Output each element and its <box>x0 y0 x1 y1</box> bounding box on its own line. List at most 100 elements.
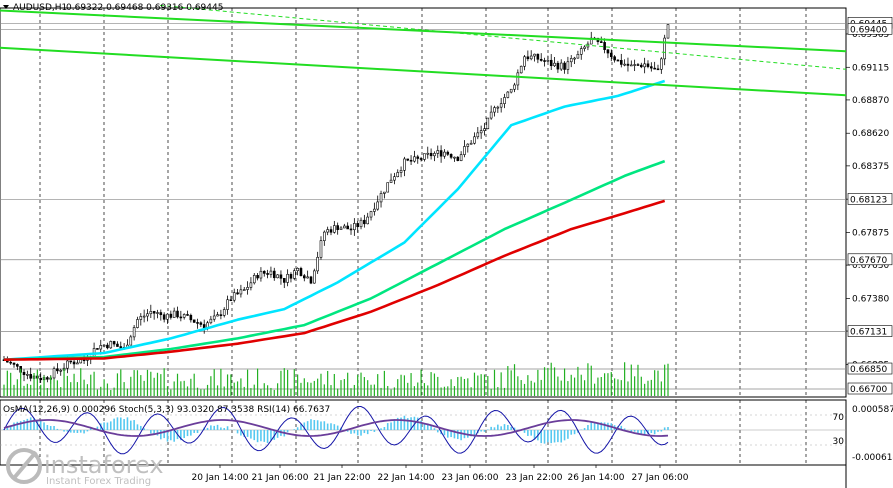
level-badge-label: 0.67131 <box>850 328 887 338</box>
price-tick-label: 0.69365 <box>852 30 889 40</box>
candle-bear <box>336 225 339 230</box>
candle-bull <box>313 270 316 284</box>
price-tick-label: 0.69115 <box>852 63 889 73</box>
time-tick-label: 20 Jan 14:00 <box>192 473 249 483</box>
candle-bear <box>192 319 196 323</box>
candle-bear <box>599 41 603 43</box>
candle-bear <box>449 154 453 158</box>
candle-bear <box>526 56 530 60</box>
candle-bull <box>463 146 466 155</box>
symbol-label: AUDUSD,H1 <box>13 3 67 13</box>
level-badge-label: 0.66850 <box>850 365 887 375</box>
candle-bear <box>9 361 12 364</box>
price-tick-label: 0.68375 <box>852 162 889 172</box>
candle-bear <box>650 66 653 69</box>
candle-bull <box>519 65 523 74</box>
candle-bull <box>459 154 463 161</box>
candle-bear <box>329 229 333 233</box>
candle-bear <box>656 68 660 71</box>
candle-bull <box>633 64 636 66</box>
candle-bear <box>152 311 156 314</box>
candle-bull <box>353 223 356 231</box>
candle-bear <box>186 314 189 316</box>
candle-bull <box>369 211 373 218</box>
candle-bull <box>76 362 79 365</box>
indicator-header: OsMA(12,26,9) 0.000296 Stoch(5,3,3) 93.0… <box>3 405 330 415</box>
candle-bear <box>549 59 553 67</box>
candle-bull <box>496 106 500 109</box>
candle-bear <box>96 348 99 350</box>
candle-bull <box>323 231 326 241</box>
candle-bull <box>109 341 113 349</box>
time-tick-label: 21 Jan 06:00 <box>252 473 309 483</box>
candle-bull <box>146 313 149 317</box>
osma-max-label: 0.0005879 <box>852 405 893 415</box>
candle-bear <box>196 322 199 324</box>
candle-bear <box>626 63 630 66</box>
candle-bull <box>523 56 526 67</box>
channel-midline <box>159 4 847 70</box>
candle-bull <box>99 345 103 350</box>
candle-bull <box>259 270 263 279</box>
candle-bear <box>69 360 73 363</box>
candle-bull <box>666 24 670 39</box>
osma-min-label: -0.000614 <box>852 453 893 463</box>
candle-bull <box>139 316 143 320</box>
candle-bull <box>242 289 246 291</box>
candle-bull <box>66 360 69 369</box>
candle-bear <box>16 364 19 367</box>
candle-bull <box>479 130 483 134</box>
candle-bull <box>569 58 573 63</box>
candle-bull <box>132 327 136 338</box>
moving-average-line <box>3 79 666 361</box>
candle-bear <box>22 371 26 376</box>
candle-bull <box>129 336 133 346</box>
candle-bear <box>236 292 239 295</box>
candle-bear <box>616 59 620 62</box>
candle-bear <box>262 270 266 274</box>
trend-channel-line <box>0 9 847 53</box>
candle-bear <box>303 275 306 279</box>
candle-bull <box>576 54 580 59</box>
watermark-brand: instaforex <box>44 451 164 479</box>
candle-bull <box>503 97 506 104</box>
candle-bear <box>456 156 460 161</box>
candle-bull <box>142 315 146 318</box>
candle-bear <box>606 49 610 54</box>
candle-bull <box>506 91 510 98</box>
candle-bull <box>366 216 369 225</box>
rsi-level-70: 70 <box>833 413 845 423</box>
price-tick-label: 0.67380 <box>852 294 889 304</box>
candle-bull <box>166 313 169 320</box>
moving-average-line <box>3 199 666 361</box>
candle-bear <box>272 270 276 279</box>
rsi-level-30: 30 <box>833 437 845 447</box>
candle-bull <box>486 117 490 130</box>
candle-bull <box>373 208 376 212</box>
level-badge-label: 0.66700 <box>850 385 887 395</box>
candle-bull <box>629 64 633 67</box>
candle-bull <box>52 368 56 379</box>
candle-bull <box>663 37 666 60</box>
candle-bear <box>349 228 353 231</box>
candle-bull <box>286 274 289 283</box>
candle-bull <box>660 58 663 70</box>
candle-bull <box>583 46 586 49</box>
dropdown-triangle-icon[interactable] <box>3 5 9 9</box>
level-badge-label: 0.67670 <box>850 256 887 266</box>
candle-bear <box>56 368 59 372</box>
candle-bull <box>339 227 343 230</box>
candle-bull <box>509 88 513 93</box>
candle-bear <box>646 63 650 67</box>
candle-bear <box>176 310 179 318</box>
candle-bull <box>396 172 400 178</box>
rsi-line <box>3 419 669 437</box>
candle-bear <box>162 314 166 320</box>
candle-bull <box>276 274 279 279</box>
candle-bull <box>466 143 470 147</box>
candle-bull <box>102 344 106 347</box>
candle-bull <box>269 270 273 275</box>
candle-bull <box>643 63 646 68</box>
candle-bull <box>212 315 216 320</box>
